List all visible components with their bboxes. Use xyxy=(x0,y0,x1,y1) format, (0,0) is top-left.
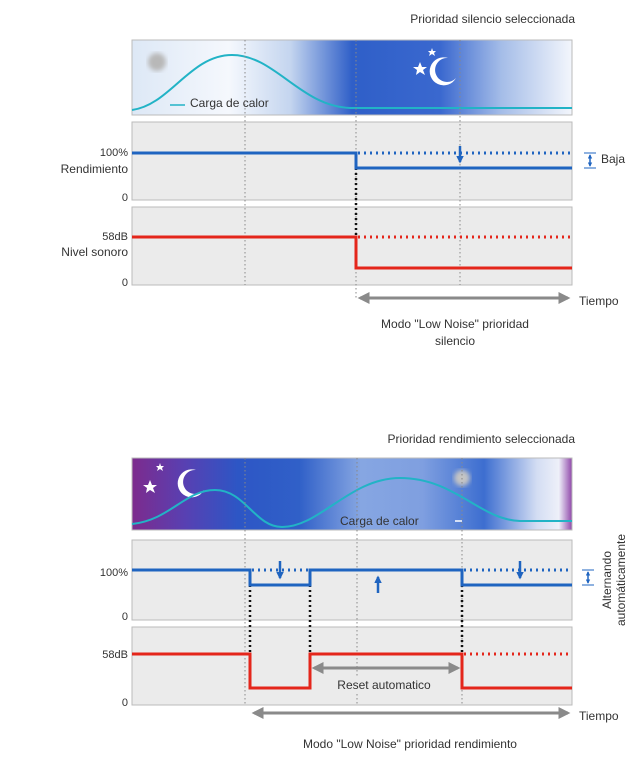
title: Prioridad silencio seleccionada xyxy=(410,12,575,26)
sun-icon xyxy=(148,53,166,71)
performance-panel xyxy=(131,539,573,621)
noise-panel xyxy=(131,206,573,286)
star-icon xyxy=(143,480,157,493)
max-label: 100% xyxy=(100,567,128,579)
heat-panel xyxy=(131,39,573,116)
moon-icon xyxy=(177,469,204,498)
noise-line xyxy=(132,235,572,270)
reset-label: Reset automatico xyxy=(337,678,431,692)
max-label: 100% xyxy=(100,147,128,159)
alternating-label: automáticamente xyxy=(614,534,628,626)
performance-line xyxy=(132,151,572,170)
star-icon xyxy=(413,62,427,75)
star-icon xyxy=(428,48,436,56)
max-label: 58dB xyxy=(102,649,128,661)
title: Prioridad rendimiento seleccionada xyxy=(388,432,576,446)
alternating-label: Alternando xyxy=(600,551,614,609)
mode-label: Modo "Low Noise" prioridad xyxy=(381,317,529,331)
label-backdrop xyxy=(318,677,448,693)
performance-line xyxy=(132,568,572,587)
min-label: 0 xyxy=(122,697,128,709)
moon-icon xyxy=(429,57,456,86)
axis-label: Nivel sonoro xyxy=(61,245,128,259)
noise-panel xyxy=(131,626,573,706)
max-label: 58dB xyxy=(102,231,128,243)
mode-label: silencio xyxy=(435,334,475,348)
min-label: 0 xyxy=(122,611,128,623)
noise-line xyxy=(132,652,572,690)
heat-curve xyxy=(131,476,572,529)
star-icon xyxy=(156,463,164,471)
mode-label: Modo "Low Noise" prioridad rendimiento xyxy=(303,737,517,751)
heat-label: Carga de calor xyxy=(340,514,419,528)
axis-label: Rendimiento xyxy=(61,162,129,176)
min-label: 0 xyxy=(122,277,128,289)
time-label: Tiempo xyxy=(579,709,619,723)
min-label: 0 xyxy=(122,192,128,204)
heat-label: Carga de calor xyxy=(190,96,269,110)
performance-panel xyxy=(131,121,573,201)
heat-curve xyxy=(131,53,572,111)
time-label: Tiempo xyxy=(579,294,619,308)
drop-label: Baja xyxy=(601,152,625,166)
